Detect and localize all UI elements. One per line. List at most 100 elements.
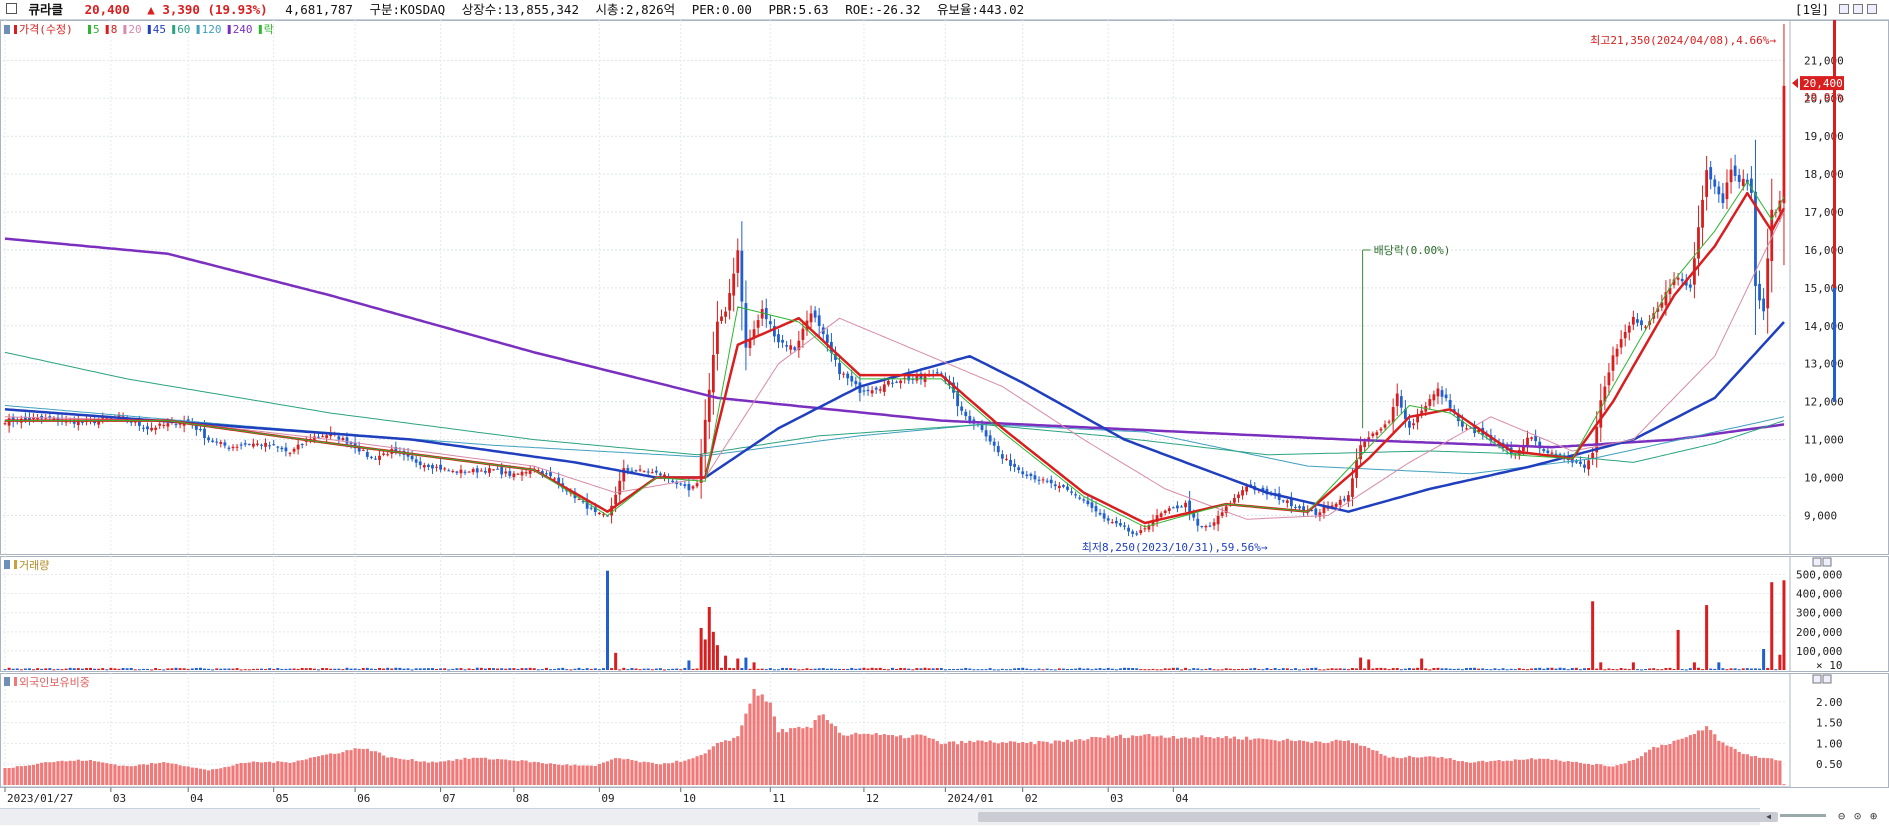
volume-bar (410, 669, 414, 671)
minimize-icon[interactable] (1839, 4, 1849, 14)
foreign-bar (27, 765, 32, 785)
volume-bar (1314, 667, 1318, 670)
volume-bar (1481, 668, 1485, 670)
close-icon[interactable] (1867, 4, 1877, 14)
candle-body (699, 454, 703, 483)
volume-bar (170, 668, 174, 670)
foreign-tick-label: 0.50 (1816, 758, 1843, 771)
zoom-in-icon[interactable]: ⊕ (1870, 809, 1878, 823)
foreign-bar (561, 765, 565, 785)
candle-body (1456, 413, 1460, 422)
candle-body (1713, 179, 1717, 187)
candle-body (671, 480, 675, 483)
candle-body (768, 321, 772, 325)
foreign-bar (1517, 759, 1521, 785)
candle-body (1375, 432, 1379, 436)
zoom-out-icon[interactable]: ⊖ (1838, 809, 1846, 823)
volume-bar (1749, 668, 1753, 670)
foreign-bar (1643, 752, 1648, 785)
volume-bar (667, 669, 671, 671)
volume-bar (186, 669, 190, 671)
foreign-bar (1574, 761, 1578, 785)
foreign-bar (805, 726, 809, 785)
candle-body (321, 436, 324, 438)
volume-bar (744, 657, 748, 670)
panel-checkbox[interactable] (6, 3, 17, 14)
volume-bar (711, 631, 715, 670)
foreign-bar (459, 759, 463, 785)
foreign-bar (455, 759, 459, 785)
volume-bar (1009, 669, 1013, 671)
candle-body (1432, 394, 1436, 401)
candle-body (850, 376, 854, 382)
candle-body (365, 451, 369, 457)
foreign-bar (638, 762, 642, 785)
horizontal-scrollbar[interactable] (0, 808, 1778, 825)
volume-bar (1623, 668, 1627, 670)
volume-bar (1705, 605, 1709, 670)
foreign-bar (308, 757, 312, 785)
range-bar-down (1833, 287, 1836, 402)
foreign-bar (878, 735, 882, 785)
foreign-bar (56, 761, 60, 785)
stock-chart[interactable]: 9,000 10,000 11,000 12,000 13,000 14,000 15,00… (0, 20, 1889, 808)
candle-body (455, 471, 459, 473)
volume-bar (764, 669, 768, 671)
candle-body (443, 468, 447, 470)
candle-body (740, 250, 744, 302)
volume-bar (516, 668, 520, 670)
x-tick-label: 04 (190, 792, 204, 805)
candle-body (1237, 494, 1240, 499)
panel-max-icon (1812, 557, 1822, 567)
volume-bar (414, 668, 418, 670)
volume-bar (443, 668, 447, 670)
volume-bar (373, 668, 377, 670)
volume-bar (862, 667, 866, 670)
foreign-bar (1415, 757, 1420, 785)
candle-body (203, 428, 206, 439)
foreign-bar (886, 735, 890, 785)
foreign-bar (145, 764, 150, 785)
foreign-bar (113, 764, 117, 785)
foreign-bar (1171, 735, 1175, 785)
foreign-bar (679, 761, 683, 785)
foreign-bar (1220, 738, 1224, 785)
candle-body (475, 468, 479, 473)
zoom-slider[interactable] (1780, 814, 1826, 817)
legend-swatch (14, 25, 17, 34)
foreign-bar (398, 758, 402, 785)
volume-bar (1078, 667, 1082, 670)
volume-bar (382, 668, 386, 670)
maximize-icon[interactable] (1853, 4, 1863, 14)
candle-body (1216, 515, 1220, 525)
scroll-left-icon[interactable]: ◂ (1765, 809, 1773, 823)
volume-bar (325, 668, 329, 670)
foreign-bar (1090, 736, 1094, 785)
foreign-bar (1135, 736, 1139, 785)
candle-body (1163, 510, 1167, 513)
zoom-reset-icon[interactable]: ⊙ (1854, 809, 1862, 823)
foreign-bar (723, 740, 728, 785)
foreign-bar (622, 759, 626, 785)
foreign-bar (190, 767, 194, 785)
period-selector[interactable]: [1일] (1794, 2, 1829, 17)
foreign-bar (247, 762, 251, 785)
candle-body (878, 389, 882, 391)
volume-bar (915, 668, 919, 670)
candle-body (1607, 372, 1611, 386)
volume-bar (1000, 668, 1004, 670)
volume-bar (235, 668, 239, 670)
candle-body (1754, 191, 1757, 287)
volume-bar (247, 669, 251, 671)
volume-bar (1033, 669, 1037, 671)
x-tick-label: 06 (357, 792, 370, 805)
foreign-bar (97, 761, 101, 785)
candle-body (1127, 527, 1130, 532)
foreign-bar (149, 762, 154, 785)
foreign-bar (84, 760, 89, 785)
stock-name[interactable]: 큐라클 (28, 2, 64, 17)
candle-body (1212, 522, 1216, 526)
scroll-thumb[interactable] (978, 812, 1778, 822)
foreign-bar (601, 762, 606, 785)
volume-bar (300, 667, 304, 670)
